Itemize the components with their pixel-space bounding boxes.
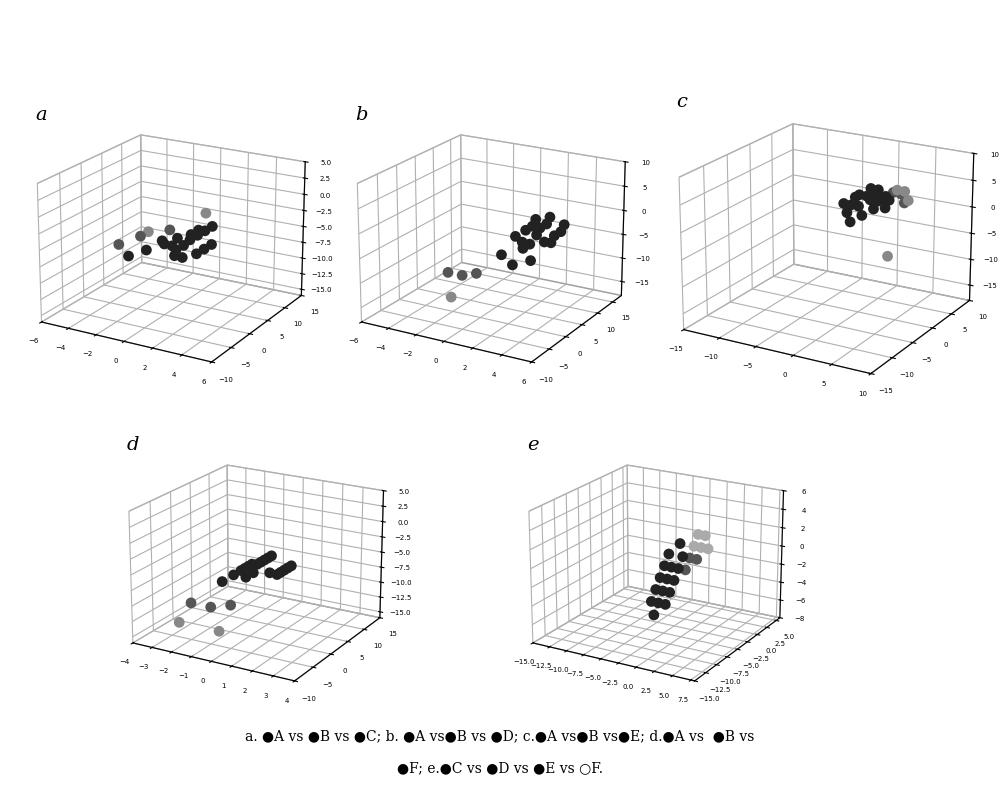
Text: d: d <box>127 436 139 455</box>
Text: e: e <box>527 436 538 455</box>
Text: b: b <box>355 105 368 124</box>
Text: c: c <box>676 93 687 111</box>
Text: a: a <box>35 105 47 124</box>
Text: ●F; e.●C vs ●D vs ●E vs ○F.: ●F; e.●C vs ●D vs ●E vs ○F. <box>397 761 603 775</box>
Text: a. ●A vs ●B vs ●C; b. ●A vs●B vs ●D; c.●A vs●B vs●E; d.●A vs  ●B vs: a. ●A vs ●B vs ●C; b. ●A vs●B vs ●D; c.●… <box>245 729 755 744</box>
